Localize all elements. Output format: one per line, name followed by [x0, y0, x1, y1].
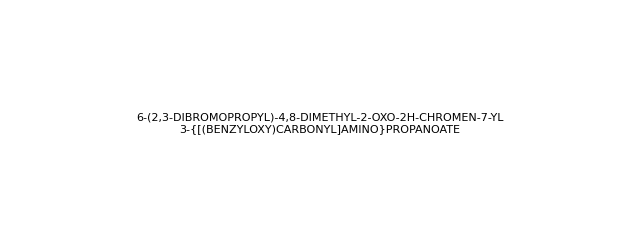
Text: 6-(2,3-DIBROMOPROPYL)-4,8-DIMETHYL-2-OXO-2H-CHROMEN-7-YL 3-{[(BENZYLOXY)CARBONYL: 6-(2,3-DIBROMOPROPYL)-4,8-DIMETHYL-2-OXO… — [136, 112, 504, 134]
